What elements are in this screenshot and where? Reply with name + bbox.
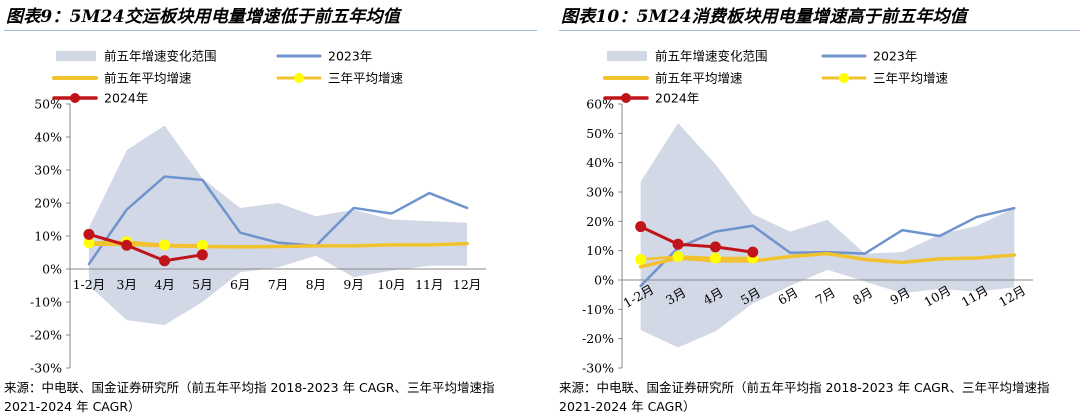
chart-source: 来源：中电联、国金证券研究所（前五年平均指 2018-2023 年 CAGR、三… (559, 380, 1050, 414)
series-line-1 (87, 241, 469, 249)
series-line-3 (87, 232, 204, 263)
series-line-1 (638, 251, 1017, 269)
x-tick-label: 8月 (850, 284, 875, 307)
legend-swatch-range (56, 51, 96, 61)
x-tick-label: 12月 (453, 277, 481, 292)
y-tick-label: 50% (586, 126, 614, 141)
series-point-3 (121, 239, 133, 251)
x-tick-label: 5月 (192, 277, 212, 292)
legend-label: 前五年平均增速 (104, 71, 192, 86)
y-tick-label: 40% (34, 130, 62, 145)
y-tick-label: 40% (586, 155, 614, 170)
legend-label: 2024年 (655, 91, 699, 106)
legend-label: 2023年 (328, 49, 372, 64)
y-tick-label: 20% (586, 214, 614, 229)
legend-label: 2024年 (104, 91, 148, 106)
title-rule (559, 30, 1080, 31)
series-point-2 (196, 239, 208, 251)
series-point-3 (747, 246, 759, 258)
x-tick-label: 8月 (306, 277, 326, 292)
x-tick-label: 1-2月 (73, 277, 106, 292)
series-point-3 (159, 255, 171, 267)
legend-label: 前五年平均增速 (655, 71, 743, 86)
y-tick-label: 30% (586, 185, 614, 200)
series-line-3 (639, 225, 755, 254)
x-tick-label: 3月 (117, 277, 137, 292)
series-point-2 (159, 239, 171, 251)
y-tick-label: 10% (34, 229, 62, 244)
y-tick-label: -10% (30, 295, 62, 310)
series-line-0 (87, 175, 469, 266)
legend-label: 前五年增速变化范围 (655, 49, 768, 64)
series-point-3 (709, 241, 721, 253)
series-point-3 (635, 221, 647, 233)
range-band (88, 125, 468, 326)
legend-swatch-marker (839, 73, 849, 83)
series-line-2 (87, 240, 204, 247)
legend-swatch-marker (70, 93, 80, 103)
y-tick-label: -30% (30, 361, 62, 376)
title-rule (4, 30, 537, 31)
series-point-2 (635, 253, 647, 265)
x-tick-label: 7月 (813, 284, 838, 307)
chart-panel-right: 图表10：5M24消费板块用电量增速高于前五年均值 前五年增速变化范围 2023年… (555, 0, 1086, 420)
legend-label: 前五年增速变化范围 (104, 49, 217, 64)
series-line-2 (639, 255, 755, 261)
legend-label: 三年平均增速 (328, 71, 404, 86)
legend-swatch-range (607, 51, 647, 61)
chart-source: 来源：中电联、国金证券研究所（前五年平均指 2018-2023 年 CAGR、三… (4, 380, 495, 414)
range-band (640, 123, 1015, 348)
x-tick-label: 10月 (377, 277, 405, 292)
y-tick-label: -20% (582, 331, 614, 346)
legend-swatch-marker (621, 93, 631, 103)
series-point-2 (709, 252, 721, 264)
x-tick-label: 7月 (268, 277, 288, 292)
x-tick-label: 9月 (343, 277, 363, 292)
legend-label: 三年平均增速 (873, 71, 949, 86)
series-point-3 (83, 228, 95, 240)
chart-panel-left: 图表9：5M24交运板块用电量增速低于前五年均值 前五年增速变化范围 2023年前… (4, 7, 537, 414)
y-tick-label: -10% (582, 302, 614, 317)
legend-swatch-marker (294, 73, 304, 83)
y-tick-label: 30% (34, 163, 62, 178)
y-tick-label: 60% (586, 97, 614, 112)
y-tick-label: -30% (582, 361, 614, 376)
x-tick-label: 11月 (415, 277, 443, 292)
x-tick-label: 6月 (230, 277, 250, 292)
series-point-2 (672, 251, 684, 263)
y-tick-label: -20% (30, 328, 62, 343)
x-tick-label: 4月 (154, 277, 174, 292)
y-tick-label: 0% (594, 273, 614, 288)
y-tick-label: 0% (42, 262, 62, 277)
chart-title: 图表10：5M24消费板块用电量增速高于前五年均值 (561, 7, 967, 27)
y-tick-label: 50% (34, 97, 62, 112)
legend-label: 2023年 (873, 49, 917, 64)
series-point-3 (672, 238, 684, 250)
series-point-3 (196, 249, 208, 261)
chart-title: 图表9：5M24交运板块用电量增速低于前五年均值 (6, 7, 400, 27)
y-tick-label: 10% (586, 243, 614, 258)
y-tick-label: 20% (34, 196, 62, 211)
